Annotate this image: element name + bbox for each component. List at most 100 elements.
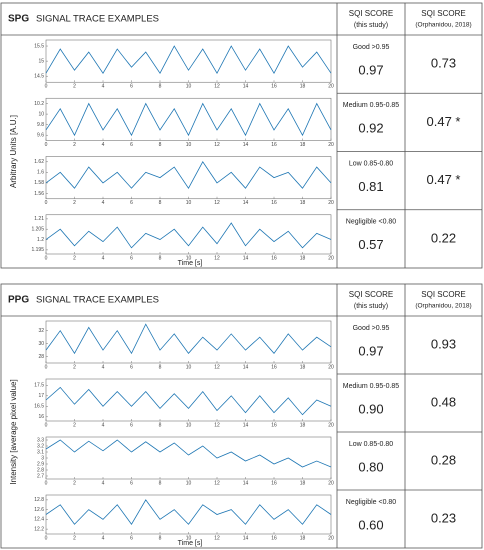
x-tick-label: 18 (300, 364, 306, 370)
category-label: Medium 0.95-0.85 (343, 383, 400, 390)
x-tick-label: 2 (73, 480, 76, 486)
x-tick-label: 2 (73, 200, 76, 206)
x-tick-label: 8 (159, 200, 162, 206)
y-tick-label: 1.2 (37, 237, 44, 243)
category-label: Good >0.95 (353, 44, 390, 51)
x-tick-label: 6 (130, 535, 133, 541)
x-tick-label: 12 (214, 200, 220, 206)
x-tick-label: 10 (186, 364, 192, 370)
category-label: Low 0.85-0.80 (349, 160, 393, 167)
x-tick-label: 10 (186, 255, 192, 261)
x-tick-label: 6 (130, 84, 133, 90)
x-tick-label: 16 (271, 364, 277, 370)
panel-label: PPG (8, 295, 29, 306)
y-tick-label: 28 (38, 354, 44, 360)
x-tick-label: 16 (271, 84, 277, 90)
x-tick-label: 14 (243, 142, 249, 148)
y-axis-label: Arbitrary Units [A.U.] (9, 115, 18, 188)
x-tick-label: 12 (214, 84, 220, 90)
category-label: Negligible <0.80 (346, 219, 397, 226)
x-tick-label: 8 (159, 84, 162, 90)
y-tick-label: 17.5 (34, 383, 44, 389)
sqi-score: 0.97 (358, 343, 383, 358)
x-tick-label: 12 (214, 535, 220, 541)
signal-trace (45, 499, 332, 525)
y-axis-label: Intensity [average pixel value] (9, 379, 18, 484)
x-tick-label: 10 (186, 200, 192, 206)
x-tick-label: 14 (243, 84, 249, 90)
sqi-score: 0.57 (358, 237, 383, 252)
y-tick-label: 12.4 (34, 517, 44, 523)
y-tick-label: 2.9 (37, 461, 44, 467)
x-tick-label: 20 (328, 364, 334, 370)
col-header: SQI SCORE (349, 290, 393, 299)
col-header: SQI SCORE (421, 9, 465, 18)
x-tick-label: 2 (73, 422, 76, 428)
x-tick-label: 4 (102, 422, 105, 428)
category-label: Low 0.85-0.80 (349, 441, 393, 448)
signal-trace (45, 45, 332, 75)
orphanidou-score: 0.73 (431, 56, 456, 71)
x-tick-label: 0 (45, 84, 48, 90)
orphanidou-score: 0.47 * (427, 114, 461, 129)
x-tick-label: 4 (102, 84, 105, 90)
sqi-score: 0.80 (358, 459, 383, 474)
y-tick-label: 1.56 (34, 191, 44, 197)
y-tick-label: 14.5 (34, 74, 44, 80)
panel-title: SIGNAL TRACE EXAMPLES (36, 14, 159, 25)
x-tick-label: 10 (186, 480, 192, 486)
plot-frame (45, 39, 332, 83)
y-tick-label: 1.21 (34, 216, 44, 222)
x-tick-label: 6 (130, 255, 133, 261)
y-tick-label: 1.58 (34, 180, 44, 186)
y-tick-label: 10 (38, 111, 44, 117)
y-tick-label: 1.205 (31, 227, 44, 233)
x-tick-label: 20 (328, 422, 334, 428)
x-tick-label: 20 (328, 142, 334, 148)
orphanidou-score: 0.23 (431, 510, 456, 525)
y-tick-label: 1.62 (34, 159, 44, 165)
y-tick-label: 12.6 (34, 507, 44, 513)
y-tick-label: 12.8 (34, 497, 44, 503)
col-header: SQI SCORE (349, 9, 393, 18)
x-tick-label: 20 (328, 535, 334, 541)
x-tick-label: 6 (130, 422, 133, 428)
x-tick-label: 0 (45, 200, 48, 206)
x-tick-label: 0 (45, 142, 48, 148)
y-tick-label: 12.2 (34, 526, 44, 532)
x-tick-label: 0 (45, 364, 48, 370)
x-tick-label: 2 (73, 84, 76, 90)
signal-trace (45, 323, 332, 355)
x-tick-label: 0 (45, 422, 48, 428)
y-tick-label: 2.7 (37, 473, 44, 479)
y-tick-label: 1.6 (37, 170, 44, 176)
col-header: SQI SCORE (421, 290, 465, 299)
x-tick-label: 12 (214, 422, 220, 428)
sqi-score: 0.81 (358, 179, 383, 194)
x-tick-label: 2 (73, 535, 76, 541)
x-tick-label: 18 (300, 142, 306, 148)
x-tick-label: 16 (271, 422, 277, 428)
x-axis-label: Time [s] (178, 260, 203, 267)
y-tick-label: 10.2 (34, 101, 44, 107)
x-tick-label: 18 (300, 84, 306, 90)
x-tick-label: 4 (102, 364, 105, 370)
y-tick-label: 16 (38, 414, 44, 420)
x-tick-label: 4 (102, 200, 105, 206)
y-tick-label: 30 (38, 341, 44, 347)
x-tick-label: 0 (45, 480, 48, 486)
plot-frame (45, 97, 332, 141)
signal-trace (45, 102, 332, 137)
sqi-score: 0.90 (358, 401, 383, 416)
x-tick-label: 12 (214, 364, 220, 370)
signal-trace (45, 386, 332, 416)
sqi-score: 0.92 (358, 121, 383, 136)
orphanidou-score: 0.22 (431, 230, 456, 245)
x-tick-label: 0 (45, 535, 48, 541)
x-tick-label: 8 (159, 480, 162, 486)
x-tick-label: 4 (102, 535, 105, 541)
x-tick-label: 16 (271, 255, 277, 261)
x-axis-label: Time [s] (178, 540, 203, 547)
y-tick-label: 3 (41, 455, 44, 461)
